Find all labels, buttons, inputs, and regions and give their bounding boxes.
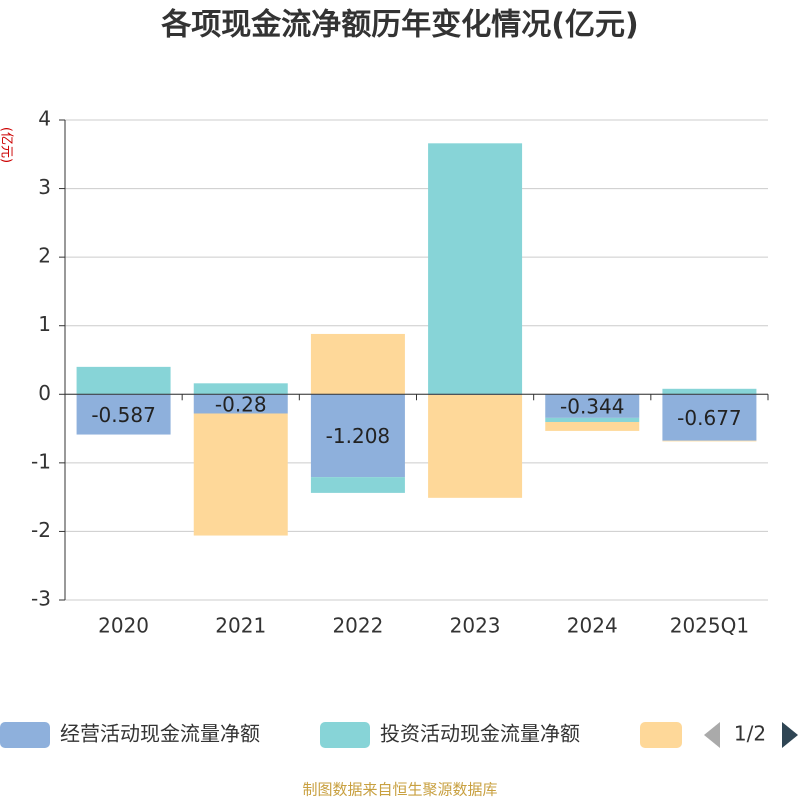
legend-page: 1/2 <box>734 722 766 746</box>
x-tick-label: 2022 <box>332 614 383 638</box>
bar <box>193 394 288 414</box>
bar <box>662 388 757 395</box>
y-axis-label: (亿元) <box>0 127 14 163</box>
y-tick-label: 4 <box>38 107 51 131</box>
x-tick-label: 2021 <box>215 614 266 638</box>
data-label: -0.587 <box>91 403 155 427</box>
bar <box>662 394 757 441</box>
y-tick-label: -1 <box>31 449 51 473</box>
legend-label: 经营活动现金流量净额 <box>60 722 260 746</box>
x-tick-label: 2025Q1 <box>670 614 749 638</box>
x-tick-label: 2020 <box>98 614 149 638</box>
bar <box>76 394 171 435</box>
bar <box>545 417 640 422</box>
y-tick-label: 1 <box>38 312 51 336</box>
legend-swatch <box>320 722 370 748</box>
source-note: 制图数据来自恒生聚源数据库 <box>302 781 497 799</box>
bar <box>310 477 405 493</box>
legend-swatch <box>640 722 682 748</box>
bar <box>428 143 523 395</box>
legend-prev[interactable] <box>704 722 720 748</box>
bar <box>193 413 288 536</box>
y-tick-label: 3 <box>38 175 51 199</box>
bar <box>545 421 640 431</box>
y-tick-label: -3 <box>31 587 51 611</box>
bar <box>310 333 405 395</box>
legend-swatch <box>0 722 50 748</box>
bar <box>428 394 523 498</box>
x-tick-label: 2023 <box>450 614 501 638</box>
data-label: -0.28 <box>215 392 267 416</box>
y-tick-label: 2 <box>38 244 51 268</box>
legend-label: 投资活动现金流量净额 <box>380 722 580 746</box>
bar <box>545 394 640 418</box>
bar <box>662 440 757 442</box>
bar <box>76 366 171 395</box>
chart-title: 各项现金流净额历年变化情况(亿元) <box>160 8 638 43</box>
bar <box>310 394 405 478</box>
data-label: -1.208 <box>326 424 390 448</box>
data-label: -0.344 <box>560 395 624 419</box>
bar <box>193 383 288 395</box>
legend-next[interactable] <box>782 722 798 748</box>
x-tick-label: 2024 <box>567 614 618 638</box>
y-tick-label: 0 <box>38 381 51 405</box>
y-tick-label: -2 <box>31 518 51 542</box>
data-label: -0.677 <box>677 406 741 430</box>
